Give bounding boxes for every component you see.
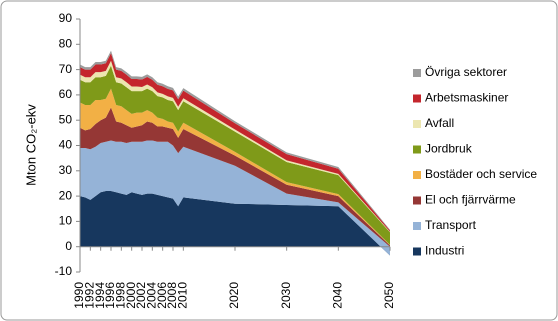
legend-label: Arbetsmaskiner (425, 91, 508, 105)
legend-label: El och fjärrvärme (425, 193, 516, 207)
x-tick-label: 2040 (331, 282, 345, 309)
area-layer (80, 107, 390, 247)
y-tick-label: 70 (59, 62, 73, 76)
legend-label: Bostäder och service (425, 167, 537, 181)
legend-swatch (413, 222, 421, 230)
x-tick-label: 2030 (279, 282, 293, 309)
area-layer (80, 88, 390, 246)
x-tick-label: 2050 (382, 282, 396, 309)
y-tick-label: 30 (59, 163, 73, 177)
x-tick-label: 1996 (103, 282, 117, 309)
legend-swatch (413, 171, 421, 179)
y-tick-label: 0 (65, 239, 72, 253)
area-layer (80, 65, 390, 245)
y-tick-label: 50 (59, 112, 73, 126)
legend-swatch (413, 196, 421, 205)
legend-label: Jordbruk (425, 142, 473, 156)
x-tick-label: 2004 (145, 282, 159, 309)
x-tick-label: 1992 (83, 282, 97, 309)
x-tick-label: 2008 (165, 282, 179, 309)
x-tick-label: 1998 (114, 282, 128, 309)
x-tick-label: 2006 (155, 282, 169, 309)
y-tick-label: 90 (59, 11, 73, 25)
x-tick-label: 2020 (227, 282, 241, 309)
x-tick-label: 2000 (124, 282, 138, 309)
x-tick-label: 2002 (134, 282, 148, 309)
y-tick-label: 60 (59, 87, 73, 101)
legend-swatch (413, 94, 421, 103)
area-layer (80, 191, 390, 256)
x-tick-label: 1994 (93, 282, 107, 309)
x-tick-label: 1990 (72, 282, 86, 309)
legend-label: Transport (425, 218, 477, 232)
area-layer (80, 140, 390, 256)
y-tick-label: 40 (59, 138, 73, 152)
legend-swatch (413, 69, 421, 77)
y-axis-label: Mton CO₂-ekv (23, 104, 38, 186)
legend-label: Övriga sektorer (425, 65, 507, 79)
y-tick-label: 80 (59, 36, 73, 50)
y-tick-label: 20 (59, 188, 73, 202)
legend-label: Avfall (425, 116, 454, 130)
y-tick-label: -10 (55, 264, 73, 278)
legend-label: Industri (425, 244, 464, 258)
y-tick-label: 10 (59, 214, 73, 228)
x-tick-label: 2010 (176, 282, 190, 309)
legend-swatch (413, 247, 421, 256)
legend-swatch (413, 145, 421, 154)
legend-swatch (413, 120, 421, 128)
